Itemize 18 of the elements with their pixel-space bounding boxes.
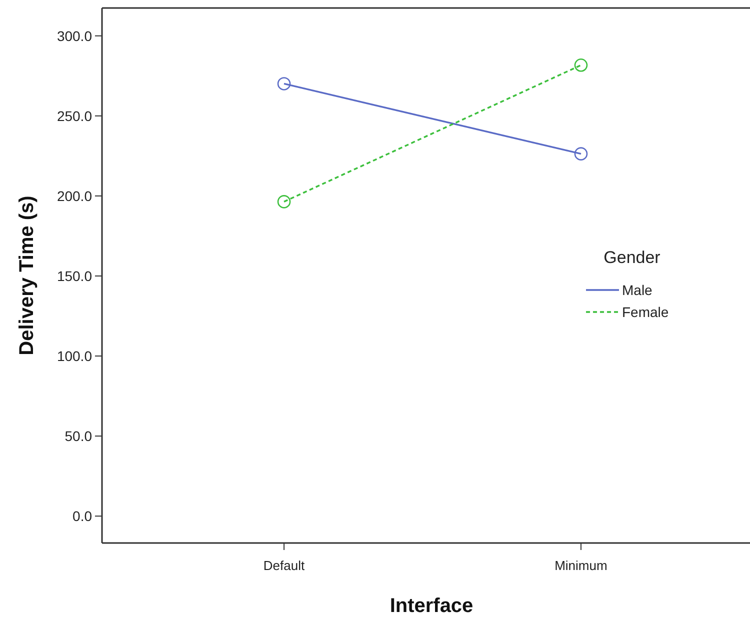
y-tick-label: 150.0 (56, 268, 92, 284)
y-tick-label: 100.0 (56, 348, 92, 364)
y-tick-label: 250.0 (56, 108, 92, 124)
x-tick-label: Minimum (554, 558, 608, 573)
point (277, 195, 291, 208)
y-axis-title: Delivery Time (s) (16, 196, 38, 356)
y-tick-label: 50.0 (64, 428, 92, 444)
point (574, 58, 588, 72)
legend-title: Gender (604, 248, 661, 267)
point (574, 147, 588, 160)
y-tick-label: 200.0 (56, 188, 92, 204)
legend-label: Male (622, 282, 653, 298)
legend-label: Female (622, 304, 669, 320)
y-tick-label: 0.0 (72, 508, 92, 524)
x-tick-label: Default (263, 558, 306, 573)
y-tick-label: 300.0 (56, 28, 92, 44)
x-axis-title: Interface (390, 595, 474, 617)
point (277, 77, 291, 90)
